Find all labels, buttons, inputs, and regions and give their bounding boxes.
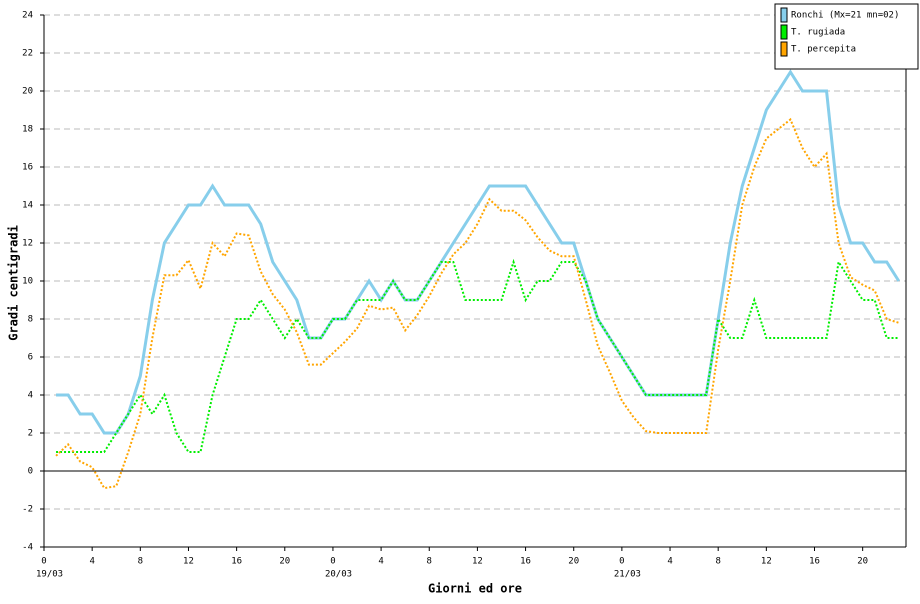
x-tick-label: 0 — [619, 557, 624, 567]
x-tick-label: 4 — [667, 557, 672, 567]
x-tick-label: 12 — [183, 557, 194, 567]
legend-swatch — [780, 41, 788, 57]
y-tick-label: 6 — [28, 353, 33, 363]
y-tick-label: 24 — [22, 11, 33, 21]
y-tick-label: 0 — [28, 467, 33, 477]
y-tick-label: 2 — [28, 429, 33, 439]
x-tick-label: 20 — [857, 557, 868, 567]
y-tick-label: 18 — [22, 125, 33, 135]
x-tick-label: 8 — [138, 557, 143, 567]
x-tick-label: 16 — [231, 557, 242, 567]
day-label: 21/03 — [614, 570, 641, 580]
x-tick-label: 0 — [41, 557, 46, 567]
x-tick-label: 8 — [715, 557, 720, 567]
x-tick-label: 20 — [279, 557, 290, 567]
legend-label: T. rugiada — [791, 28, 845, 38]
day-label: 20/03 — [325, 570, 352, 580]
y-tick-label: 14 — [22, 201, 33, 211]
data-line — [56, 258, 899, 453]
legend-label: Ronchi (Mx=21 mn=02) — [791, 11, 899, 21]
x-tick-label: 4 — [89, 557, 94, 567]
x-tick-label: 12 — [472, 557, 483, 567]
x-tick-label: 16 — [520, 557, 531, 567]
y-tick-label: 20 — [22, 87, 33, 97]
x-tick-label: 20 — [568, 557, 579, 567]
day-label: 19/03 — [36, 570, 63, 580]
y-tick-label: 10 — [22, 277, 33, 287]
x-tick-label: 12 — [761, 557, 772, 567]
data-line — [56, 69, 901, 435]
y-tick-label: -2 — [22, 505, 33, 515]
legend-label: T. percepita — [791, 45, 856, 55]
x-tick-label: 16 — [809, 557, 820, 567]
x-tick-label: 8 — [427, 557, 432, 567]
legend-swatch — [780, 7, 788, 23]
y-tick-label: 4 — [28, 391, 33, 401]
y-tick-label: 8 — [28, 315, 33, 325]
x-tick-label: 0 — [330, 557, 335, 567]
data-line — [55, 117, 900, 490]
legend-swatch — [780, 24, 788, 40]
y-tick-label: 22 — [22, 49, 33, 59]
y-tick-label: 12 — [22, 239, 33, 249]
y-tick-label: 16 — [22, 163, 33, 173]
y-axis-label: Gradi centigradi — [7, 225, 21, 341]
y-tick-label: -4 — [22, 543, 33, 553]
legend-box — [774, 3, 919, 70]
x-axis-label: Giorni ed ore — [428, 582, 522, 596]
x-tick-label: 4 — [378, 557, 383, 567]
